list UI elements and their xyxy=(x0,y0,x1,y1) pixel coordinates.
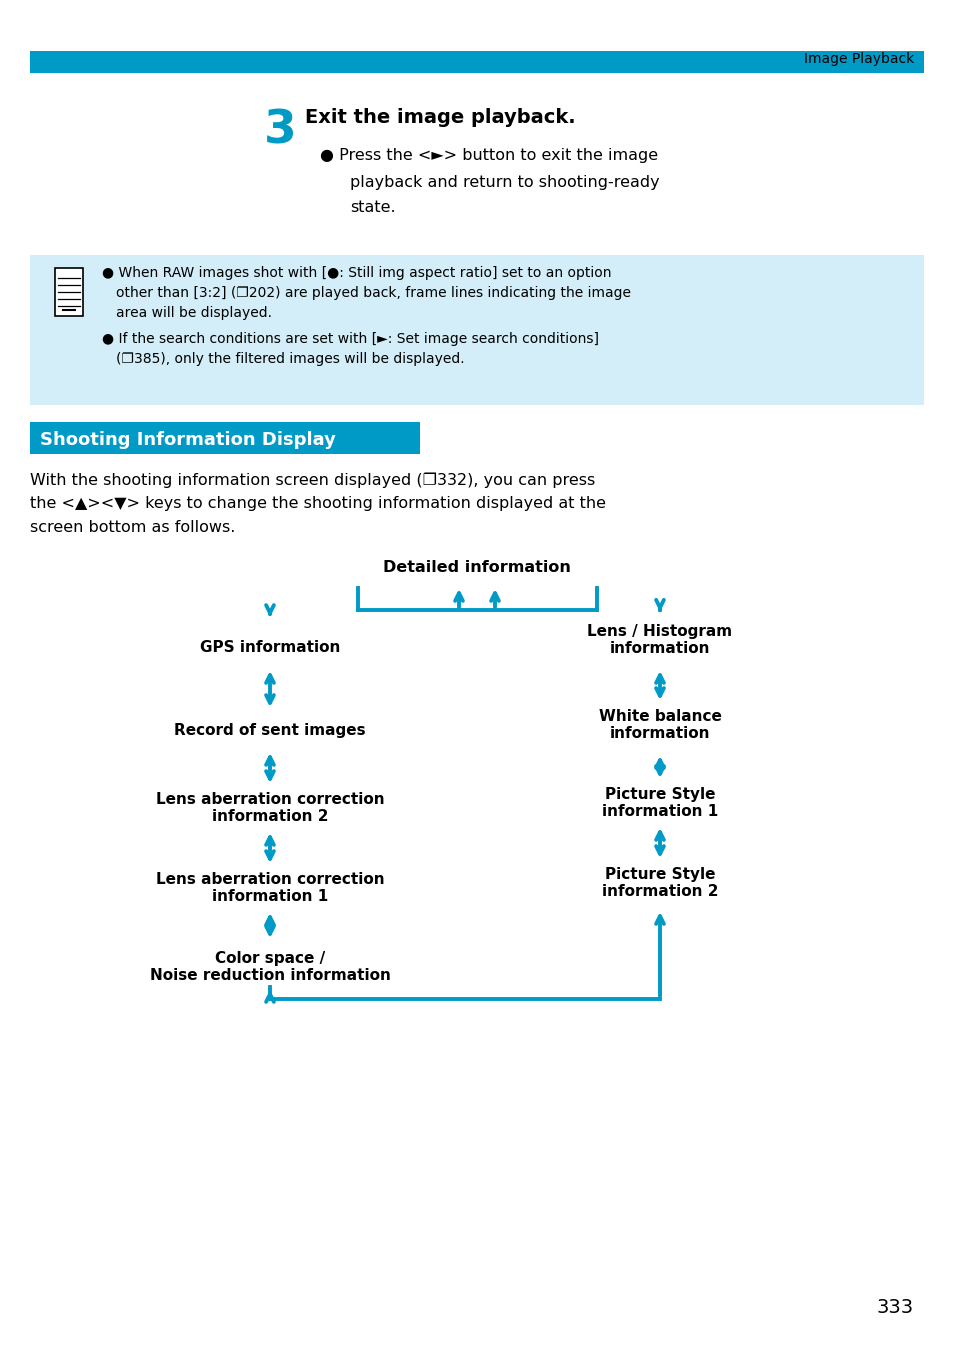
Text: 333: 333 xyxy=(876,1298,913,1317)
Text: (❐385), only the filtered images will be displayed.: (❐385), only the filtered images will be… xyxy=(116,352,464,366)
Bar xyxy=(30,51,923,73)
Text: Record of sent images: Record of sent images xyxy=(174,722,365,737)
Text: Color space /
Noise reduction information: Color space / Noise reduction informatio… xyxy=(150,951,390,983)
Bar xyxy=(55,268,83,316)
Text: White balance
information: White balance information xyxy=(598,709,720,741)
Text: the <▲><▼> keys to change the shooting information displayed at the: the <▲><▼> keys to change the shooting i… xyxy=(30,496,605,511)
Bar xyxy=(30,422,419,455)
Text: state.: state. xyxy=(350,200,395,215)
Text: screen bottom as follows.: screen bottom as follows. xyxy=(30,521,235,535)
Text: ● Press the <►> button to exit the image: ● Press the <►> button to exit the image xyxy=(319,148,658,163)
Text: GPS information: GPS information xyxy=(199,640,340,655)
Text: Lens aberration correction
information 1: Lens aberration correction information 1 xyxy=(155,872,384,904)
Text: Lens / Histogram
information: Lens / Histogram information xyxy=(587,624,732,656)
Text: area will be displayed.: area will be displayed. xyxy=(116,307,272,320)
Text: Detailed information: Detailed information xyxy=(383,561,570,576)
Text: Shooting Information Display: Shooting Information Display xyxy=(40,430,335,449)
Text: Exit the image playback.: Exit the image playback. xyxy=(305,108,575,126)
Bar xyxy=(30,256,923,405)
Text: Image Playback: Image Playback xyxy=(803,52,913,66)
Text: other than [3:2] (❐202) are played back, frame lines indicating the image: other than [3:2] (❐202) are played back,… xyxy=(116,286,630,300)
Text: playback and return to shooting-ready: playback and return to shooting-ready xyxy=(350,175,659,190)
Text: ● When RAW images shot with [●: Still img aspect ratio] set to an option: ● When RAW images shot with [●: Still im… xyxy=(102,266,611,280)
Text: With the shooting information screen displayed (❐332), you can press: With the shooting information screen dis… xyxy=(30,472,595,487)
Text: Picture Style
information 2: Picture Style information 2 xyxy=(601,866,718,900)
Text: Picture Style
information 1: Picture Style information 1 xyxy=(601,787,718,819)
Text: Lens aberration correction
information 2: Lens aberration correction information 2 xyxy=(155,792,384,824)
Text: 3: 3 xyxy=(263,108,296,153)
Text: ● If the search conditions are set with [►: Set image search conditions]: ● If the search conditions are set with … xyxy=(102,332,598,346)
